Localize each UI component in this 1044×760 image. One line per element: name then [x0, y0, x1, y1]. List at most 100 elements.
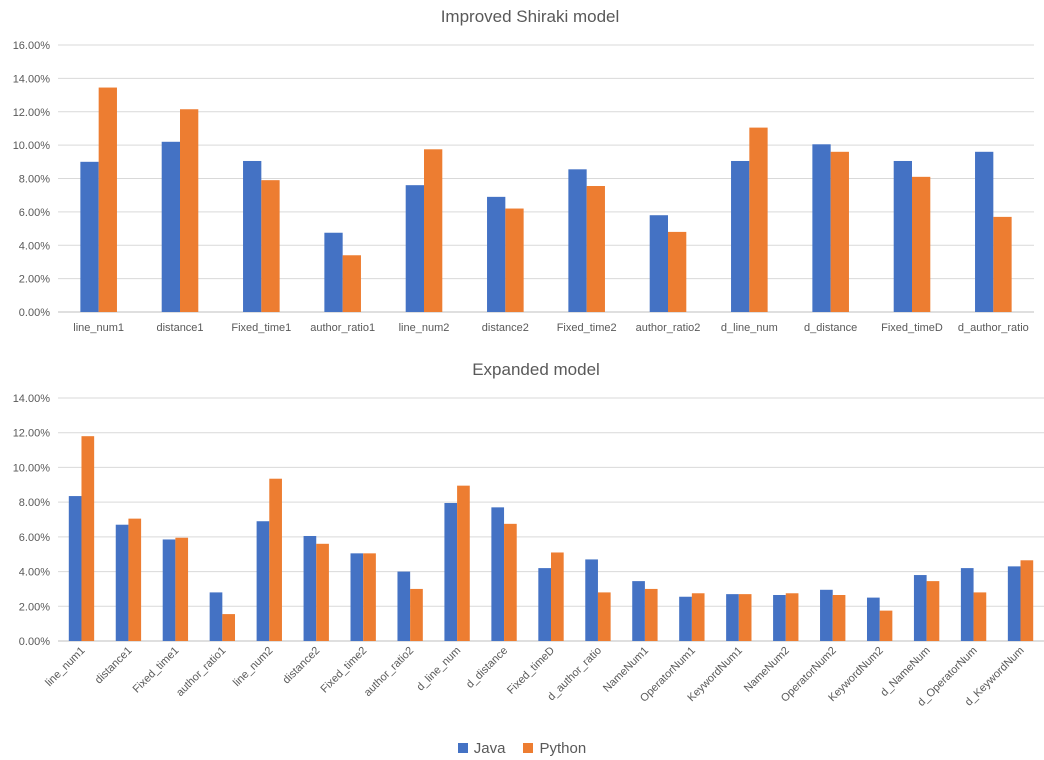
x-tick-label: line_num2 — [231, 645, 275, 689]
x-tick-label: d_line_num — [415, 645, 464, 694]
bar-java-operatornum1 — [679, 597, 692, 641]
legend-swatch-java — [458, 743, 468, 753]
y-tick-label: 14.00% — [13, 393, 51, 405]
x-tick-label: Fixed_timeD — [881, 322, 943, 334]
bar-python-fixed-time2 — [363, 553, 376, 641]
bar-java-fixed-time1 — [243, 161, 261, 312]
x-tick-label: NameNum2 — [742, 645, 792, 695]
bar-java-author-ratio1 — [324, 233, 342, 312]
bar-java-distance2 — [304, 536, 317, 641]
x-tick-label: author_ratio2 — [636, 322, 701, 334]
bar-python-namenum2 — [786, 593, 799, 641]
x-tick-label: author_ratio1 — [174, 645, 228, 699]
bar-python-d-author-ratio — [598, 592, 611, 641]
y-tick-label: 14.00% — [13, 73, 51, 85]
bar-java-keywordnum1 — [726, 594, 739, 641]
x-tick-label: d_distance — [804, 322, 857, 334]
bar-java-d-distance — [812, 144, 830, 312]
legend-swatch-python — [523, 743, 533, 753]
x-tick-label: author_ratio1 — [310, 322, 375, 334]
bar-python-d-keywordnum — [1021, 560, 1034, 641]
bar-python-fixed-time1 — [261, 180, 279, 312]
y-tick-label: 10.00% — [13, 140, 51, 152]
bar-python-line-num2 — [424, 149, 442, 312]
bar-java-fixed-time2 — [351, 553, 364, 641]
bar-python-distance1 — [180, 109, 198, 312]
bar-java-namenum1 — [632, 581, 645, 641]
x-tick-label: Fixed_timeD — [505, 645, 557, 697]
bar-python-d-line-num — [457, 486, 470, 641]
bar-java-author-ratio2 — [397, 572, 410, 641]
bar-python-d-line-num — [749, 128, 767, 312]
bar-python-line-num1 — [99, 88, 117, 312]
y-tick-label: 12.00% — [13, 107, 51, 119]
x-tick-label: line_num2 — [399, 322, 450, 334]
y-tick-label: 4.00% — [19, 567, 50, 579]
y-tick-label: 0.00% — [19, 307, 50, 319]
bar-python-distance2 — [316, 544, 329, 641]
x-tick-label: distance1 — [93, 645, 135, 687]
bar-java-fixed-timed — [894, 161, 912, 312]
bar-python-operatornum2 — [833, 595, 846, 641]
x-tick-label: Fixed_time1 — [231, 322, 291, 334]
bar-python-distance2 — [505, 209, 523, 312]
y-tick-label: 8.00% — [19, 174, 50, 186]
bar-java-namenum2 — [773, 595, 786, 641]
bar-python-fixed-time1 — [175, 538, 188, 641]
bar-java-d-distance — [491, 507, 504, 641]
bar-java-line-num1 — [69, 496, 82, 641]
bar-python-author-ratio2 — [668, 232, 686, 312]
chart-title-expanded: Expanded model — [472, 360, 600, 379]
bar-java-d-author-ratio — [975, 152, 993, 312]
chart-improved-shiraki: 0.00% 2.00% 4.00% 6.00% 8.00% 10.00% 12.00% 14.… — [13, 40, 1034, 334]
bar-java-author-ratio1 — [210, 592, 223, 641]
bar-python-keywordnum2 — [880, 611, 893, 641]
bar-python-author-ratio2 — [410, 589, 423, 641]
bar-java-fixed-time2 — [568, 169, 586, 312]
y-tick-label: 6.00% — [19, 207, 50, 219]
bar-java-line-num1 — [80, 162, 98, 312]
x-tick-label: line_num1 — [43, 645, 87, 689]
bar-java-keywordnum2 — [867, 598, 880, 641]
x-tick-label: distance1 — [156, 322, 203, 334]
bar-python-fixed-time2 — [587, 186, 605, 312]
y-tick-label: 4.00% — [19, 240, 50, 252]
bar-java-distance1 — [162, 142, 180, 312]
bar-java-operatornum2 — [820, 590, 833, 641]
bar-java-d-namenum — [914, 575, 927, 641]
y-tick-label: 0.00% — [19, 636, 50, 648]
x-tick-label: line_num1 — [73, 322, 124, 334]
bar-python-line-num1 — [81, 436, 94, 641]
bar-java-d-line-num — [731, 161, 749, 312]
bar-java-line-num2 — [406, 185, 424, 312]
bar-java-line-num2 — [257, 521, 270, 641]
x-tick-label: Fixed_time2 — [557, 322, 617, 334]
y-tick-label: 6.00% — [19, 532, 50, 544]
chart-title-improved: Improved Shiraki model — [441, 7, 620, 26]
y-tick-label: 16.00% — [13, 40, 51, 52]
bar-python-author-ratio1 — [343, 255, 361, 312]
chart-expanded: 0.00% 2.00% 4.00% 6.00% 8.00% 10.00% 12.00% 14.… — [13, 393, 1044, 709]
legend-label-python: Python — [539, 740, 586, 757]
bar-python-d-distance — [504, 524, 517, 641]
bar-java-distance1 — [116, 525, 129, 641]
bar-python-fixed-timed — [551, 552, 564, 641]
x-tick-label: Fixed_time2 — [318, 645, 369, 696]
legend-item-java: Java — [458, 740, 506, 757]
x-tick-label: d_distance — [464, 645, 510, 691]
y-tick-label: 8.00% — [19, 497, 50, 509]
x-tick-label: distance2 — [482, 322, 529, 334]
y-tick-label: 2.00% — [19, 274, 50, 286]
bar-python-line-num2 — [269, 479, 282, 641]
bar-java-d-line-num — [444, 503, 457, 641]
bar-python-author-ratio1 — [222, 614, 235, 641]
bar-python-namenum1 — [645, 589, 658, 641]
legend-label-java: Java — [474, 740, 506, 757]
x-tick-label: Fixed_time1 — [131, 645, 182, 696]
bar-java-d-author-ratio — [585, 559, 598, 641]
y-tick-label: 2.00% — [19, 601, 50, 613]
bar-java-fixed-time1 — [163, 539, 176, 641]
y-tick-label: 10.00% — [13, 462, 51, 474]
bar-python-d-author-ratio — [993, 217, 1011, 312]
